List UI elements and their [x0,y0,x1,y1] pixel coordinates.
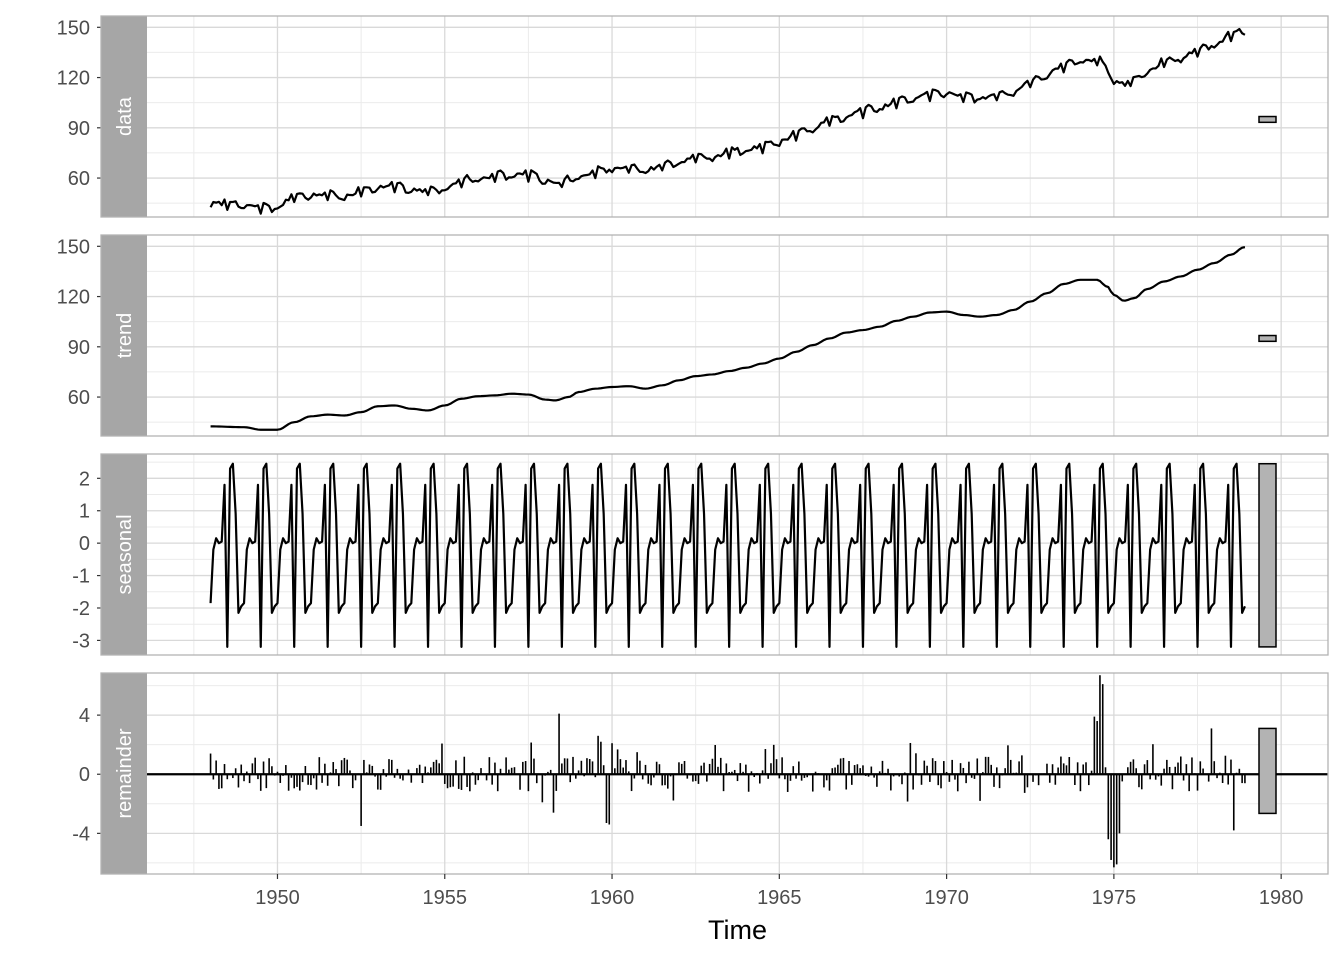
y-tick-label: -2 [72,598,90,620]
x-axis-title: Time [708,915,767,945]
x-tick-label: 1950 [255,887,300,909]
y-tick-label: 60 [68,387,90,409]
panel-border [100,672,1329,875]
series-line-seasonal [209,462,1246,648]
y-tick-label: 2 [79,468,90,490]
strip-data [101,16,147,217]
strip-seasonal [101,454,147,655]
x-tick-label: 1955 [423,887,468,909]
range-bar-seasonal [1258,462,1277,648]
panel-border [100,234,1329,437]
series-line-data [209,27,1246,215]
panel-trend: trend 60 90 120 150 [57,234,1329,437]
y-tick-label: 1 [79,501,90,523]
y-tick-label: 90 [68,118,90,140]
strip-label-seasonal: seasonal [114,514,136,594]
strip-label-trend: trend [114,313,136,359]
x-tick-label: 1975 [1092,887,1137,909]
strip-label-data: data [114,96,136,136]
y-tick-label: 150 [57,17,90,39]
x-tick-label: 1980 [1259,887,1304,909]
y-tick-label: 120 [57,287,90,309]
range-bar-trend [1258,334,1277,343]
panel-remainder: remainder -4 0 4 [72,672,1329,875]
panel-background [147,235,1328,436]
panel-seasonal: seasonal -3 -2 -1 0 1 2 [72,453,1329,656]
panel-data: data 60 90 120 150 [57,15,1329,218]
strip-remainder [101,673,147,874]
panel-border [100,15,1329,218]
x-tick-label: 1970 [924,887,969,909]
y-tick-label: -4 [72,823,90,845]
y-tick-label: 0 [79,533,90,555]
strip-label-remainder: remainder [114,728,136,818]
range-bar-remainder [1258,727,1277,815]
y-tick-label: 60 [68,168,90,190]
strip-trend [101,235,147,436]
x-tick-label: 1965 [757,887,802,909]
y-tick-label: 150 [57,236,90,258]
series-line-trend [210,246,1246,431]
y-tick-label: -3 [72,630,90,652]
panel-background [147,16,1328,217]
y-tick-label: 0 [79,764,90,786]
y-tick-label: -1 [72,566,90,588]
panel-border [100,453,1329,656]
y-tick-label: 4 [79,705,90,727]
x-tick-label: 1960 [590,887,635,909]
y-tick-label: 90 [68,337,90,359]
range-bar-data [1258,115,1277,124]
y-tick-label: 120 [57,68,90,90]
